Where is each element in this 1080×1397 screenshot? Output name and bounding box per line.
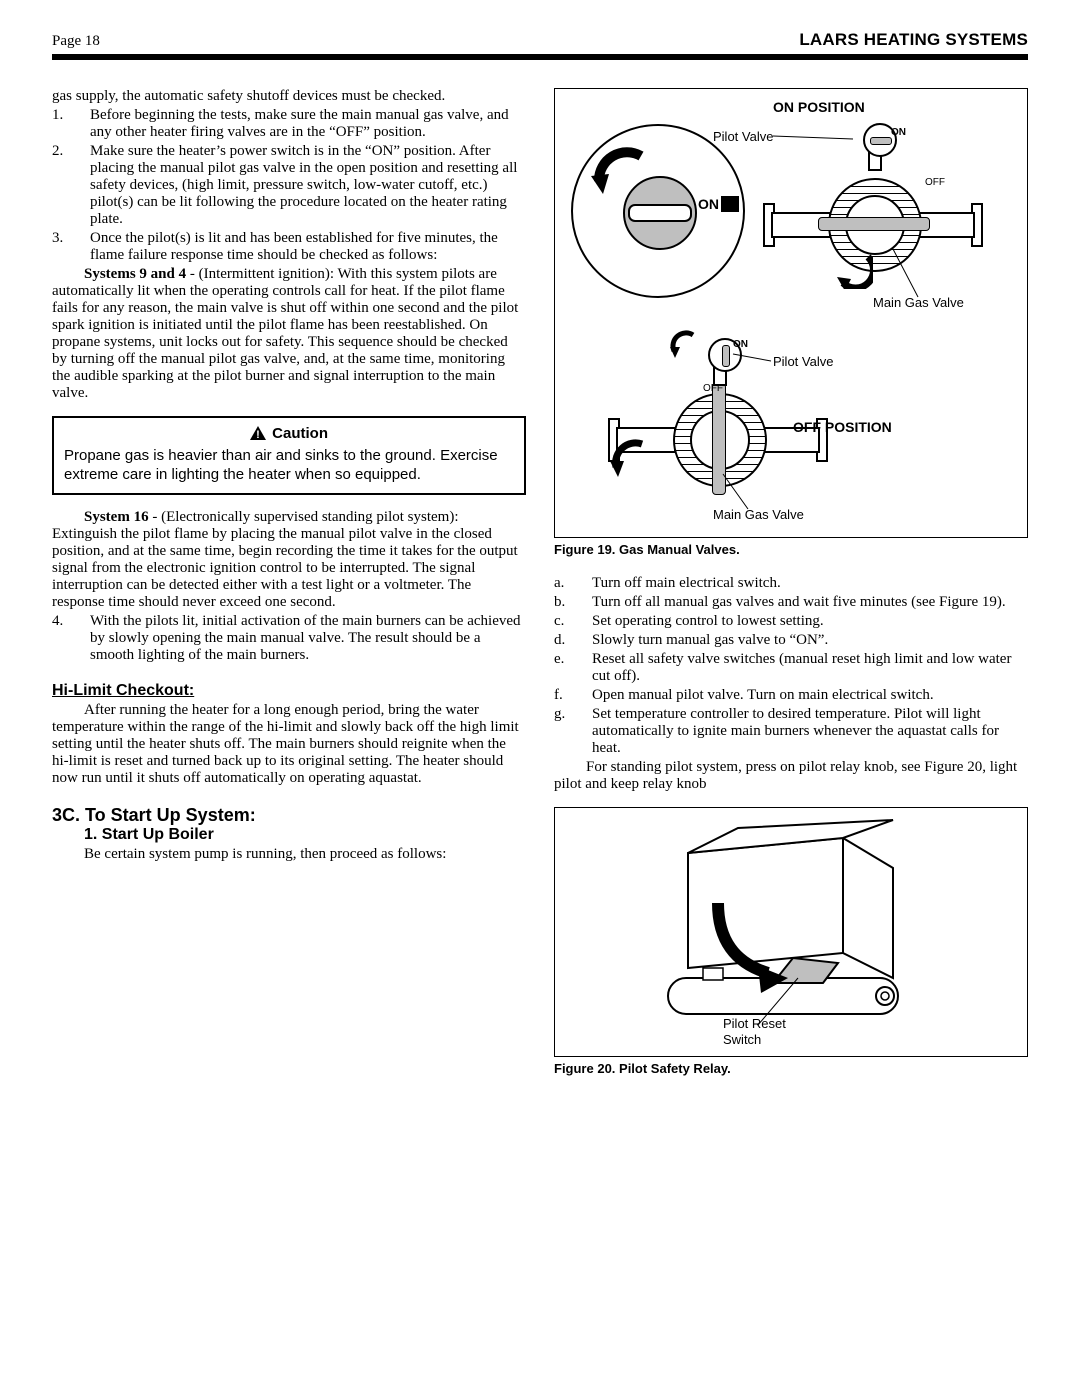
step-a: Turn off main electrical switch.	[592, 575, 1028, 592]
hilimit-heading: Hi-Limit Checkout:	[52, 682, 526, 700]
main-gas-valve-label: Main Gas Valve	[873, 295, 964, 310]
numbered-steps-cont: 4. With the pilots lit, initial activati…	[52, 613, 526, 664]
pilot-reset-switch-label: Pilot Reset Switch	[723, 1016, 786, 1047]
caution-text: Propane gas is heavier than air and sink…	[64, 446, 514, 485]
off-small-label: OFF	[925, 177, 945, 188]
step-marker: 1.	[52, 107, 90, 141]
system-16-para: System 16 - (Electronically supervised s…	[52, 509, 526, 611]
step-marker: f.	[554, 687, 592, 704]
figure-20-caption: Figure 20. Pilot Safety Relay.	[554, 1061, 1028, 1076]
step-2: Make sure the heater’s power switch is i…	[90, 143, 526, 228]
right-column: ON POSITION ON	[554, 88, 1028, 1076]
step-e: Reset all safety valve switches (manual …	[592, 651, 1028, 685]
valve-on	[773, 129, 973, 299]
on-small-label: ON	[891, 127, 906, 138]
step-d: Slowly turn manual gas valve to “ON”.	[592, 632, 1028, 649]
step-marker: 3.	[52, 230, 90, 264]
tail-text: For standing pilot system, press on pilo…	[554, 759, 1028, 793]
svg-text:!: !	[256, 429, 260, 440]
warning-icon: !	[250, 425, 272, 442]
intro-text: gas supply, the automatic safety shutoff…	[52, 88, 526, 105]
step-marker: e.	[554, 651, 592, 685]
step-marker: d.	[554, 632, 592, 649]
off-position-label: OFF POSITION	[793, 419, 892, 435]
page-header: Page 18 LAARS HEATING SYSTEMS	[52, 30, 1028, 60]
system-16-label: System 16	[84, 509, 149, 525]
on-position-label: ON POSITION	[773, 99, 865, 115]
section-3c-heading: 3C. To Start Up System:	[52, 805, 526, 826]
step-marker: c.	[554, 613, 592, 630]
section-3c-text: Be certain system pump is running, then …	[52, 846, 526, 863]
main-gas-valve-label: Main Gas Valve	[713, 507, 804, 522]
step-marker: a.	[554, 575, 592, 592]
on-label: ON	[698, 196, 719, 212]
caution-title: ! Caution	[64, 424, 514, 444]
section-3c-sub: 1. Start Up Boiler	[84, 826, 526, 844]
numbered-steps: 1. Before beginning the tests, make sure…	[52, 107, 526, 264]
alpha-steps: a. Turn off main electrical switch. b. T…	[554, 575, 1028, 757]
step-marker: 2.	[52, 143, 90, 228]
systems-9-4-para: Systems 9 and 4 - (Intermittent ignition…	[52, 266, 526, 402]
figure-20: Pilot Reset Switch	[554, 807, 1028, 1057]
company-name: LAARS HEATING SYSTEMS	[799, 30, 1028, 50]
step-1: Before beginning the tests, make sure th…	[90, 107, 526, 141]
pilot-valve-label: Pilot Valve	[773, 354, 833, 369]
detail-circle: ON	[571, 124, 745, 298]
step-marker: b.	[554, 594, 592, 611]
pilot-valve-label: Pilot Valve	[713, 129, 773, 144]
step-c: Set operating control to lowest setting.	[592, 613, 1028, 630]
systems-9-4-text: - (Intermittent ignition): With this sys…	[52, 266, 518, 401]
step-g: Set temperature controller to desired te…	[592, 706, 1028, 757]
step-3: Once the pilot(s) is lit and has been es…	[90, 230, 526, 264]
caution-box: ! Caution Propane gas is heavier than ai…	[52, 416, 526, 495]
step-marker: g.	[554, 706, 592, 757]
step-4: With the pilots lit, initial activation …	[90, 613, 526, 664]
hilimit-text: After running the heater for a long enou…	[52, 702, 526, 787]
off-small-label: OFF	[703, 383, 723, 394]
left-column: gas supply, the automatic safety shutoff…	[52, 88, 526, 1076]
on-small-label: ON	[733, 339, 748, 350]
systems-9-4-label: Systems 9 and 4	[84, 266, 186, 282]
step-marker: 4.	[52, 613, 90, 664]
figure-19: ON POSITION ON	[554, 88, 1028, 538]
figure-19-caption: Figure 19. Gas Manual Valves.	[554, 542, 1028, 557]
step-f: Open manual pilot valve. Turn on main el…	[592, 687, 1028, 704]
page-number: Page 18	[52, 33, 100, 50]
valve-off	[618, 344, 818, 514]
step-b: Turn off all manual gas valves and wait …	[592, 594, 1028, 611]
